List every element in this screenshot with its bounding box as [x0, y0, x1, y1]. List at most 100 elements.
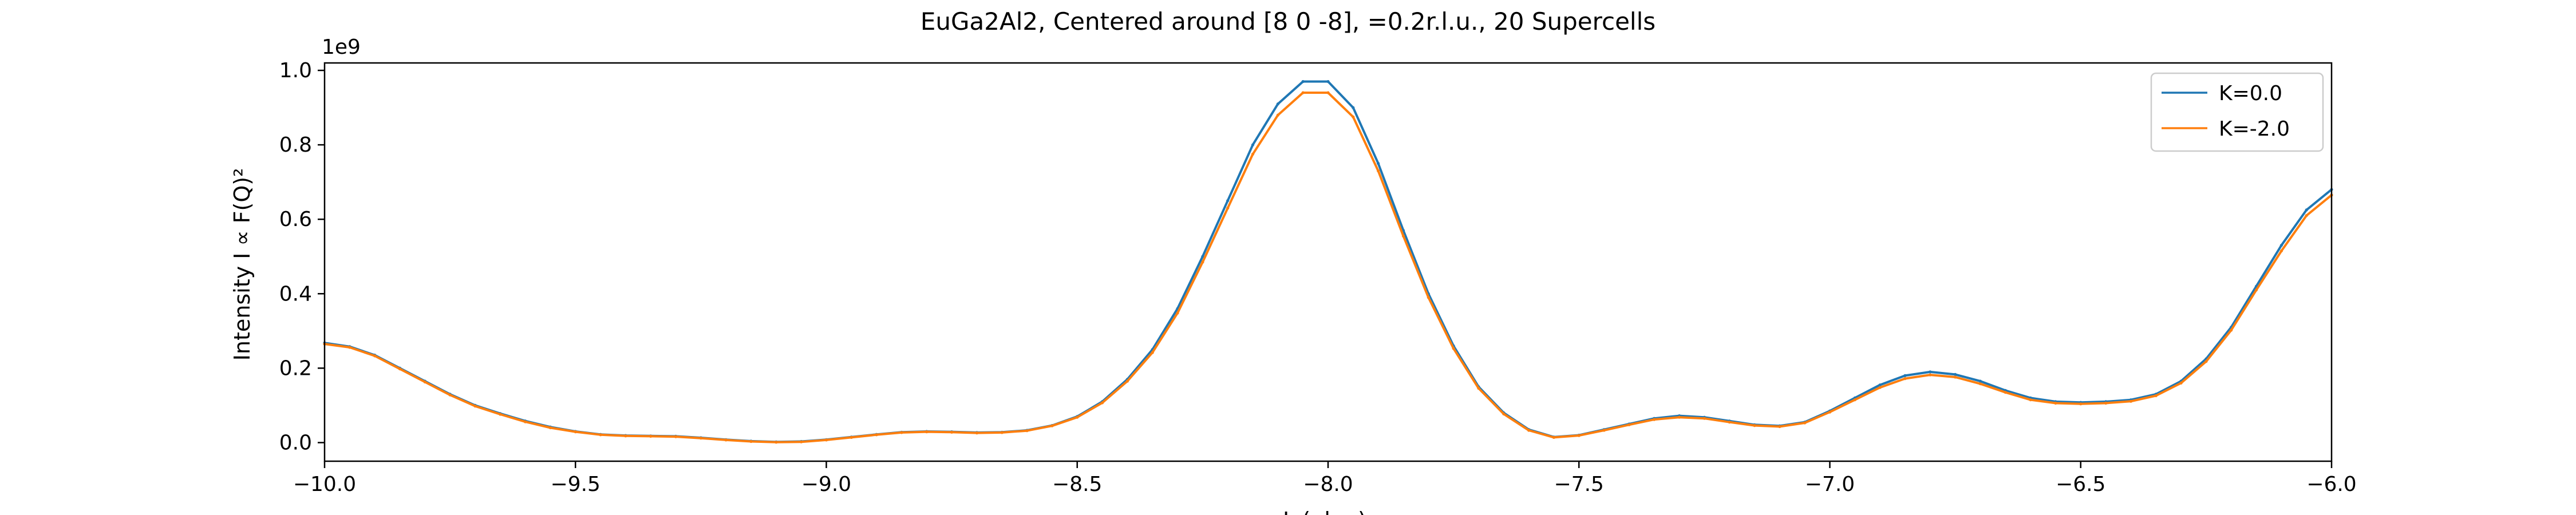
data-point: [2279, 244, 2283, 247]
data-point: [1929, 370, 1932, 374]
data-point: [1878, 386, 1882, 389]
y-tick-label: 0.6: [279, 208, 312, 231]
data-point: [574, 430, 577, 434]
data-point: [1753, 424, 1756, 427]
data-point: [1702, 417, 1706, 420]
data-point: [724, 438, 728, 442]
x-tick-label: −9.0: [801, 473, 851, 496]
legend-label-k0: K=0.0: [2219, 82, 2282, 105]
data-point: [1803, 421, 1807, 425]
data-point: [1954, 373, 1957, 377]
x-axis-label: L (r.l.u.): [1283, 508, 1366, 515]
x-tick-label: −7.5: [1554, 473, 1604, 496]
y-axis-label: Intensity I ∝ F(Q)²: [230, 168, 255, 361]
data-point: [1627, 423, 1631, 426]
data-point: [599, 433, 602, 437]
data-point: [423, 380, 426, 384]
x-tick-label: −10.0: [293, 473, 356, 496]
data-point: [1552, 435, 1555, 439]
data-point: [398, 367, 402, 371]
data-point: [1978, 379, 1982, 383]
x-tick-label: −7.0: [1805, 473, 1855, 496]
data-point: [1276, 113, 1279, 117]
data-point: [900, 431, 903, 434]
y-tick-label: 0.8: [279, 133, 312, 157]
data-point: [1678, 415, 1681, 419]
data-point: [950, 430, 954, 434]
data-point: [975, 431, 979, 435]
data-point: [1954, 375, 1957, 379]
data-point: [925, 430, 929, 434]
data-point: [1853, 398, 1856, 402]
data-point: [2305, 214, 2308, 217]
y-offset-label: 1e9: [322, 35, 361, 59]
data-point: [1326, 80, 1330, 84]
data-point: [1527, 429, 1531, 432]
data-point: [624, 434, 627, 438]
plot-area: [323, 80, 2333, 444]
data-point: [1000, 431, 1003, 434]
data-point: [1477, 386, 1480, 390]
data-point: [348, 346, 351, 349]
chart-title: EuGa2Al2, Centered around [8 0 -8], =0.2…: [920, 7, 1656, 35]
data-point: [1502, 412, 1506, 416]
data-point: [800, 440, 803, 443]
data-point: [1352, 106, 1355, 109]
data-point: [1326, 91, 1330, 94]
data-point: [2230, 328, 2233, 332]
data-point: [1076, 415, 1079, 419]
x-tick-label: −9.5: [551, 473, 600, 496]
data-point: [473, 405, 477, 408]
data-point: [373, 354, 377, 358]
data-point: [1151, 351, 1154, 354]
data-point: [2279, 249, 2283, 253]
data-point: [1301, 91, 1305, 94]
data-point: [850, 435, 853, 439]
y-tick-label: 1.0: [279, 59, 312, 82]
data-point: [775, 441, 778, 444]
x-tick-label: −6.5: [2056, 473, 2105, 496]
data-point: [1903, 377, 1907, 381]
data-point: [1653, 418, 1656, 421]
y-tick-label: 0.0: [279, 431, 312, 454]
data-point: [1577, 434, 1581, 437]
data-point: [524, 420, 527, 423]
data-point: [699, 437, 702, 440]
data-point: [1377, 169, 1380, 173]
data-point: [1251, 152, 1255, 156]
data-point: [1226, 207, 1230, 210]
data-point: [2305, 208, 2308, 212]
x-tick-label: −8.5: [1052, 473, 1102, 496]
data-point: [1176, 311, 1179, 315]
data-point: [2129, 399, 2132, 403]
y-tick-label: 0.4: [279, 282, 312, 306]
data-point: [2179, 381, 2183, 385]
data-point: [1778, 425, 1781, 429]
x-tick-label: −6.0: [2306, 473, 2356, 496]
data-point: [2154, 394, 2158, 398]
axes-frame: [323, 62, 2333, 462]
data-point: [1201, 255, 1204, 258]
data-point: [1978, 382, 1982, 386]
data-point: [1377, 162, 1380, 165]
x-tick-label: −8.0: [1303, 473, 1353, 496]
data-point: [1226, 199, 1230, 203]
data-point: [1602, 429, 1606, 432]
series-1: [323, 91, 2333, 444]
data-point: [2079, 402, 2083, 406]
data-point: [2254, 288, 2258, 292]
data-point: [2029, 398, 2032, 402]
data-point: [2204, 360, 2208, 363]
data-point: [548, 426, 552, 430]
data-point: [1050, 424, 1054, 427]
data-point: [1878, 383, 1882, 387]
data-point: [1276, 102, 1279, 106]
data-point: [2004, 391, 2007, 394]
data-point: [1828, 410, 1832, 414]
axes-ticks: −10.0 −9.5 −9.0 −8.5 −8.0 −7.5 −7.0 −6.5 −6.0 0.0…: [279, 59, 2357, 496]
data-point: [1929, 373, 1932, 377]
data-point: [875, 433, 878, 437]
data-point: [1301, 80, 1305, 84]
